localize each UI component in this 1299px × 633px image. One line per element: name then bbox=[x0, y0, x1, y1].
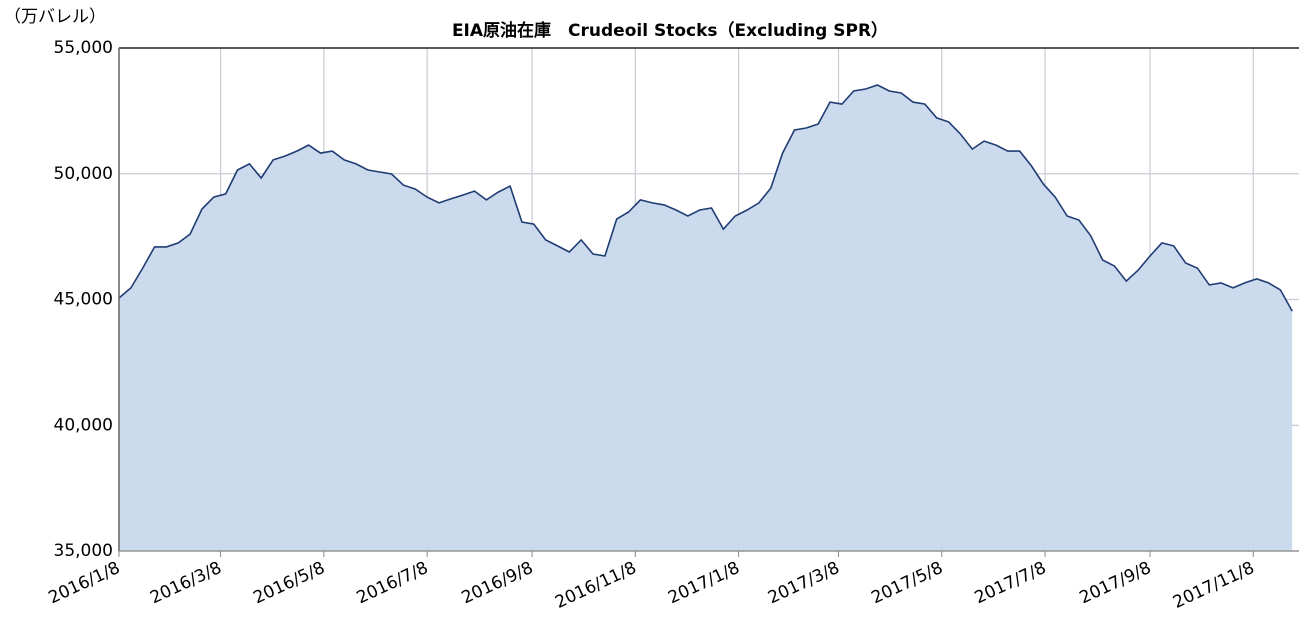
y-axis-label: （万バレル） bbox=[4, 7, 106, 27]
y-tick-label: 55,000 bbox=[54, 38, 113, 58]
x-tick-label: 2017/1/8 bbox=[665, 558, 743, 608]
x-tick-label: 2016/3/8 bbox=[147, 558, 225, 608]
x-tick-label: 2016/11/8 bbox=[552, 558, 639, 613]
x-tick-label: 2016/1/8 bbox=[46, 558, 124, 608]
line bbox=[118, 84, 1293, 312]
chart-title: EIA原油在庫 Crudeoil Stocks（Excluding SPR） bbox=[452, 20, 888, 41]
area bbox=[119, 85, 1293, 551]
x-tick-label: 2017/11/8 bbox=[1170, 558, 1257, 613]
x-tick-label: 2017/5/8 bbox=[868, 558, 946, 608]
x-tick-label: 2016/5/8 bbox=[250, 558, 328, 608]
y-tick-label: 50,000 bbox=[54, 164, 113, 184]
y-tick-label: 35,000 bbox=[54, 541, 113, 561]
x-tick-label: 2016/7/8 bbox=[354, 558, 432, 608]
grid bbox=[118, 47, 1299, 552]
x-tick-label: 2017/7/8 bbox=[972, 558, 1050, 608]
y-tick-label: 40,000 bbox=[54, 415, 113, 435]
x-tick-label: 2017/9/8 bbox=[1077, 558, 1155, 608]
x-tick-label: 2016/9/8 bbox=[459, 558, 537, 608]
y-tick-label: 45,000 bbox=[54, 290, 113, 310]
x-tick-label: 2017/3/8 bbox=[765, 558, 843, 608]
